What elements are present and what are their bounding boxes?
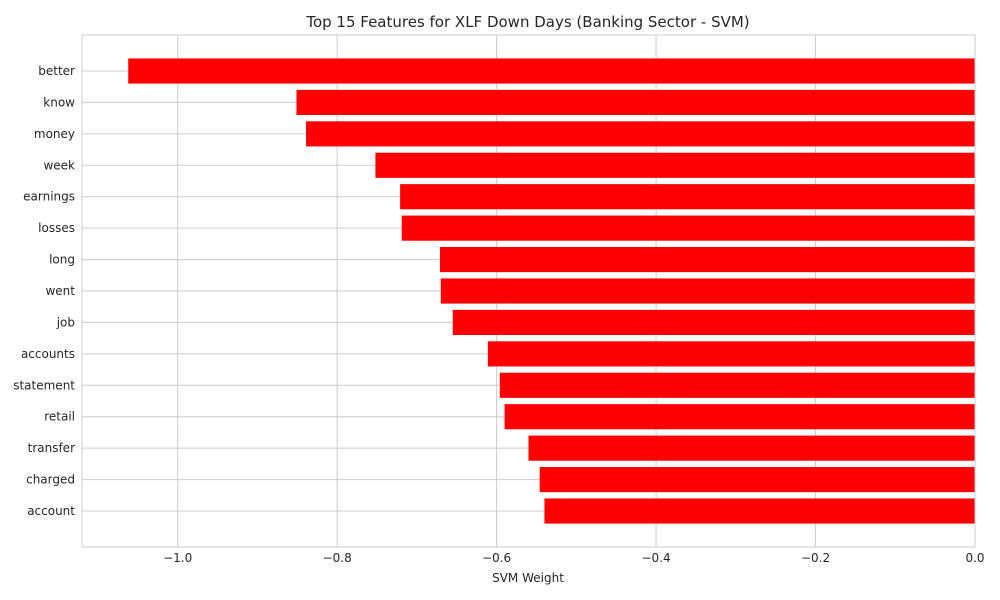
y-tick-label: retail	[44, 410, 75, 424]
bar-accounts	[487, 341, 975, 367]
y-tick-label: losses	[38, 221, 75, 235]
y-tick-label: accounts	[21, 347, 75, 361]
x-tick-label: −0.2	[801, 551, 830, 565]
y-tick-label: account	[27, 504, 75, 518]
y-tick-label: statement	[13, 378, 75, 392]
y-tick-labels: better know money week earnings losses long wen…	[13, 64, 75, 518]
plot-frame	[81, 34, 976, 548]
chart-title: Top 15 Features for XLF Down Days (Banki…	[305, 13, 749, 31]
x-tick-labels: −1.0 −0.8 −0.6 −0.4 −0.2 0.0	[163, 551, 984, 565]
y-tick-label: earnings	[23, 190, 75, 204]
y-tick-label: know	[43, 95, 75, 109]
x-tick-label: −0.6	[482, 551, 511, 565]
bar-money	[306, 121, 975, 147]
bar-went	[440, 278, 975, 304]
x-tick-label: −1.0	[163, 551, 192, 565]
bar-losses	[401, 215, 975, 241]
x-axis-label: SVM Weight	[492, 571, 564, 585]
x-tick-label: 0.0	[965, 551, 984, 565]
y-tick-label: better	[38, 64, 75, 78]
bars	[128, 58, 976, 524]
y-tick-label: transfer	[28, 441, 75, 455]
bar-charged	[539, 467, 975, 493]
bar-retail	[504, 404, 975, 430]
bar-job	[452, 309, 975, 335]
y-tick-label: money	[34, 127, 75, 141]
bar-account	[544, 498, 975, 524]
x-tick-label: −0.8	[323, 551, 352, 565]
x-tick-label: −0.4	[642, 551, 671, 565]
bar-transfer	[528, 435, 975, 461]
bar-long	[439, 247, 975, 273]
y-tick-label: long	[49, 253, 75, 267]
y-tick-label: week	[43, 158, 75, 172]
bar-better	[128, 58, 976, 84]
bar-earnings	[400, 184, 976, 210]
y-tick-label: charged	[26, 473, 75, 487]
bar-week	[375, 152, 975, 178]
y-tick-label: job	[56, 315, 75, 329]
bar-statement	[499, 372, 975, 398]
bar-know	[296, 89, 975, 115]
y-tick-label: went	[45, 284, 75, 298]
